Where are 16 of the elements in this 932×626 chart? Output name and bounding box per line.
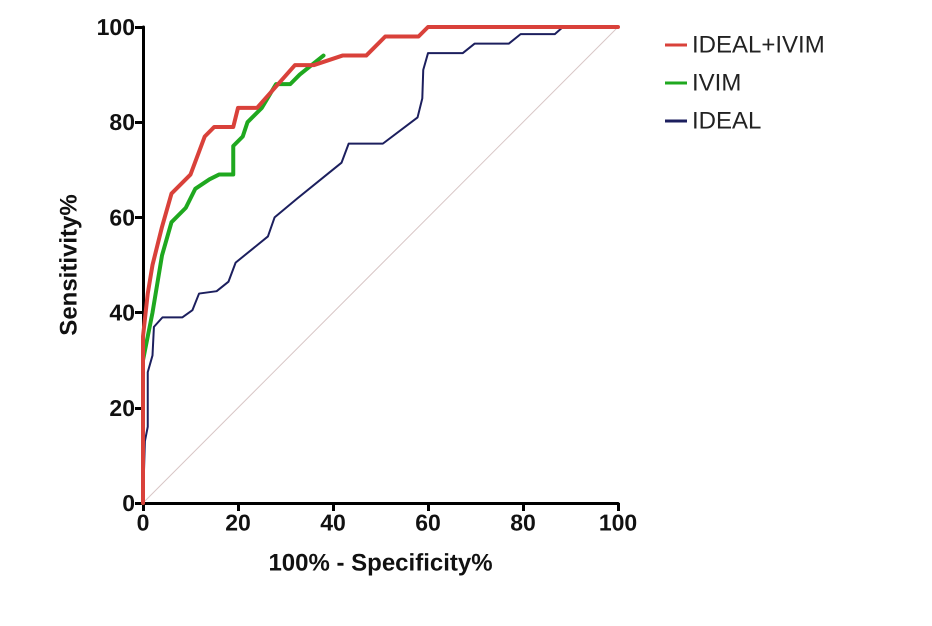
x-tick-label: 100 xyxy=(598,510,638,536)
legend-label: IDEAL+IVIM xyxy=(692,32,825,58)
y-axis-title: Sensitivity% xyxy=(56,194,82,336)
y-tick-label: 0 xyxy=(122,490,135,516)
x-tick-label: 80 xyxy=(510,510,536,536)
y-tick-label: 40 xyxy=(109,300,135,326)
y-tick-label: 60 xyxy=(109,204,135,230)
y-tick-label: 20 xyxy=(109,394,135,421)
y-tick-label: 100 xyxy=(96,14,135,40)
y-tick-label: 80 xyxy=(109,109,135,136)
legend-label: IDEAL xyxy=(692,108,762,134)
legend-label: IVIM xyxy=(692,70,742,96)
x-axis-title: 100% - Specificity% xyxy=(268,550,493,576)
x-tick-label: 20 xyxy=(225,510,251,536)
x-tick-label: 60 xyxy=(415,510,441,536)
x-tick-label: 40 xyxy=(320,510,346,536)
